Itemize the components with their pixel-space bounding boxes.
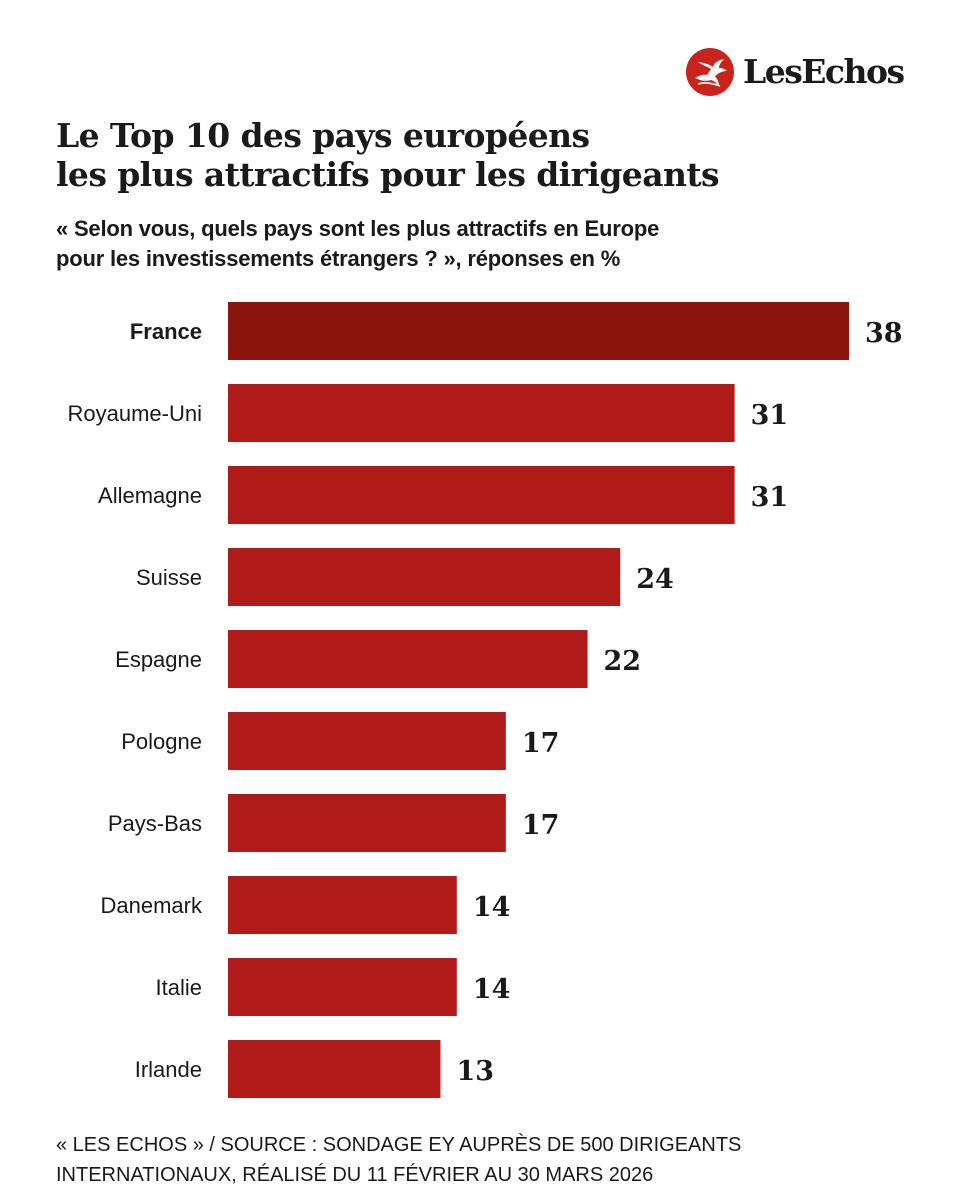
- chart-subtitle-line-2: pour les investissements étrangers ? », …: [56, 246, 621, 271]
- value-label-suisse: 24: [636, 564, 674, 595]
- chart-subtitle-line-1: « Selon vous, quels pays sont les plus a…: [56, 216, 660, 241]
- chart-title-line-1: Le Top 10 des pays européens: [56, 116, 590, 155]
- category-label-espagne: Espagne: [115, 647, 202, 672]
- source-note-line-2: INTERNATIONAUX, RÉALISÉ DU 11 FÉVRIER AU…: [56, 1164, 654, 1186]
- category-label-italie: Italie: [156, 975, 202, 1000]
- bar-row-allemagne: Allemagne 31: [98, 466, 788, 524]
- category-label-danemark: Danemark: [101, 893, 203, 918]
- bar-row-royaume-uni: Royaume-Uni 31: [68, 384, 789, 442]
- bar-espagne: [228, 630, 588, 688]
- value-label-irlande: 13: [456, 1056, 494, 1087]
- bar-allemagne: [228, 466, 735, 524]
- source-note-line-1: « LES ECHOS » / SOURCE : SONDAGE EY AUPR…: [56, 1134, 742, 1156]
- bar-chart: France 38 Royaume-Uni 31 Allemagne 31 Suisse 24…: [68, 302, 903, 1098]
- value-label-pologne: 17: [522, 728, 560, 759]
- value-label-pays-bas: 17: [522, 810, 560, 841]
- bar-row-italie: Italie 14: [156, 958, 511, 1016]
- category-label-pologne: Pologne: [121, 729, 202, 754]
- bar-row-danemark: Danemark 14: [101, 876, 511, 934]
- chart-title: Le Top 10 des pays européens les plus at…: [56, 116, 876, 194]
- value-label-royaume-uni: 31: [751, 400, 789, 431]
- bar-suisse: [228, 548, 621, 606]
- category-label-france: France: [130, 319, 202, 344]
- pegasus-icon: [686, 48, 734, 96]
- bar-irlande: [228, 1040, 441, 1098]
- value-label-allemagne: 31: [751, 482, 789, 513]
- value-label-danemark: 14: [473, 892, 511, 923]
- bar-pays-bas: [228, 794, 506, 852]
- bar-pologne: [228, 712, 506, 770]
- value-label-italie: 14: [473, 974, 511, 1005]
- category-label-irlande: Irlande: [135, 1057, 202, 1082]
- category-label-royaume-uni: Royaume-Uni: [68, 401, 203, 426]
- bar-row-pays-bas: Pays-Bas 17: [108, 794, 560, 852]
- bar-royaume-uni: [228, 384, 735, 442]
- bar-row-france: France 38: [130, 302, 903, 360]
- value-label-france: 38: [865, 318, 903, 349]
- category-label-suisse: Suisse: [136, 565, 202, 590]
- bar-row-espagne: Espagne 22: [115, 630, 641, 688]
- source-note: « LES ECHOS » / SOURCE : SONDAGE EY AUPR…: [56, 1130, 916, 1190]
- bar-row-irlande: Irlande 13: [135, 1040, 494, 1098]
- bar-italie: [228, 958, 457, 1016]
- brand-logo: LesEchos: [686, 48, 905, 96]
- value-label-espagne: 22: [604, 646, 642, 677]
- brand-name: LesEchos: [743, 52, 905, 91]
- category-label-allemagne: Allemagne: [98, 483, 202, 508]
- bar-row-pologne: Pologne 17: [121, 712, 559, 770]
- bar-danemark: [228, 876, 457, 934]
- chart-subtitle: « Selon vous, quels pays sont les plus a…: [56, 214, 916, 274]
- bar-row-suisse: Suisse 24: [136, 548, 674, 606]
- category-label-pays-bas: Pays-Bas: [108, 811, 202, 836]
- chart-title-line-2: les plus attractifs pour les dirigeants: [56, 155, 720, 194]
- bar-france: [228, 302, 849, 360]
